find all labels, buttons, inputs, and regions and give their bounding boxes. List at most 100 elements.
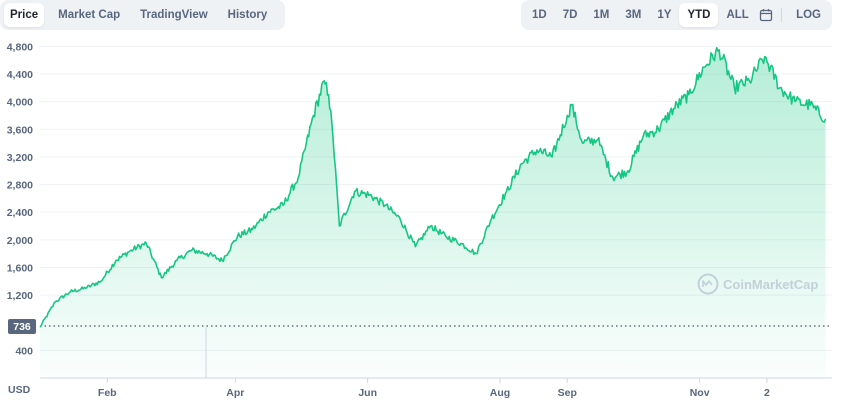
price-point [520,162,524,166]
watermark: CoinMarketCap [697,273,818,295]
tab-price[interactable]: Price [4,3,45,27]
y-axis-label: USD [8,384,31,396]
range-7d-button[interactable]: 7D [562,9,578,21]
price-point [322,79,326,83]
tab-history[interactable]: History [227,9,268,21]
watermark-text: CoinMarketCap [723,277,818,292]
price-point [687,93,691,97]
price-point [353,190,357,194]
price-point [748,79,752,83]
range-all-button[interactable]: ALL [726,9,749,21]
price-point [459,241,463,245]
price-area-fill [40,47,826,378]
x-tick-label: Nov [690,387,710,399]
calendar-icon[interactable] [757,3,776,27]
price-point [114,259,118,263]
y-tick-label: 2,000 [7,235,33,247]
range-ytd-button[interactable]: YTD [679,3,719,27]
price-point [778,86,782,90]
chart-type-tabs: Price Market Cap TradingView History [0,0,286,30]
log-scale-toggle[interactable]: LOG [796,9,821,21]
range-3m-button[interactable]: 3M [625,9,642,21]
x-tick-label: Jun [358,387,377,399]
price-point [626,169,630,173]
price-point [383,203,387,207]
price-point [160,276,164,280]
range-tabs: 1D 7D 1M 3M 1Y YTD ALL LOG [521,0,832,30]
price-point [474,252,478,256]
price-point [38,325,42,329]
y-tick-label: 400 [15,345,33,357]
range-1d-button[interactable]: 1D [532,9,547,21]
price-point [505,190,509,194]
price-point [311,114,315,118]
start-price-badge [8,319,36,334]
x-tick-label: Apr [226,387,244,399]
price-point [429,224,433,228]
price-line [39,46,827,328]
price-point [296,176,300,180]
price-point [535,148,539,152]
price-point [281,203,285,207]
price-point [570,103,574,107]
price-point [793,100,797,104]
price-point [331,134,335,138]
y-tick-label: 3,200 [7,152,33,164]
y-tick-label: 4,000 [7,97,33,109]
x-tick-label: Sep [558,387,577,399]
price-point [99,279,103,283]
price-point [672,107,676,111]
price-area [38,46,827,378]
tab-tradingview[interactable]: TradingView [140,9,208,21]
price-point [129,248,133,252]
y-tick-label: 2,400 [7,207,33,219]
price-point [190,248,194,252]
price-point [641,134,645,138]
x-tick-label: 2 [764,387,770,399]
y-tick-label: 2,800 [7,180,33,192]
price-point [763,55,767,59]
start-price-badge-text: 736 [13,321,31,333]
x-axis: Feb Apr Jun Aug Sep Nov 2 [98,378,770,399]
price-point [717,48,721,52]
tab-market-cap[interactable]: Market Cap [58,9,121,21]
price-point [398,217,402,221]
price-point [236,234,240,238]
price-point [565,114,569,118]
price-point [266,210,270,214]
y-tick-label: 1,200 [7,290,33,302]
price-point [327,93,331,97]
price-point [489,217,493,221]
price-point [444,234,448,238]
x-tick-label: Feb [98,387,117,399]
price-point [656,127,660,131]
price-point [581,141,585,145]
price-point [337,224,341,228]
price-point [68,290,72,294]
price-point [144,241,148,245]
range-divider [781,8,783,22]
price-point [808,103,812,107]
price-point [175,259,179,263]
x-tick-label: Aug [490,387,510,399]
price-point [596,138,600,142]
y-axis: 400 1,200 1,600 2,000 2,400 2,800 3,200 3,600 4,… [7,41,33,357]
price-point [251,228,255,232]
range-1m-button[interactable]: 1M [593,9,610,21]
range-1y-button[interactable]: 1Y [657,9,672,21]
price-point [413,245,417,249]
coinmarketcap-logo-icon [697,273,719,295]
y-tick-label: 1,600 [7,262,33,274]
price-point [53,300,57,304]
price-point [220,259,224,263]
price-point [702,65,706,69]
price-point [550,155,554,159]
price-point [732,86,736,90]
price-point [611,176,615,180]
price-point [205,252,209,256]
y-tick-label: 3,600 [7,124,33,136]
y-tick-label: 4,400 [7,69,33,81]
price-point [84,286,88,290]
price-point [368,193,372,197]
